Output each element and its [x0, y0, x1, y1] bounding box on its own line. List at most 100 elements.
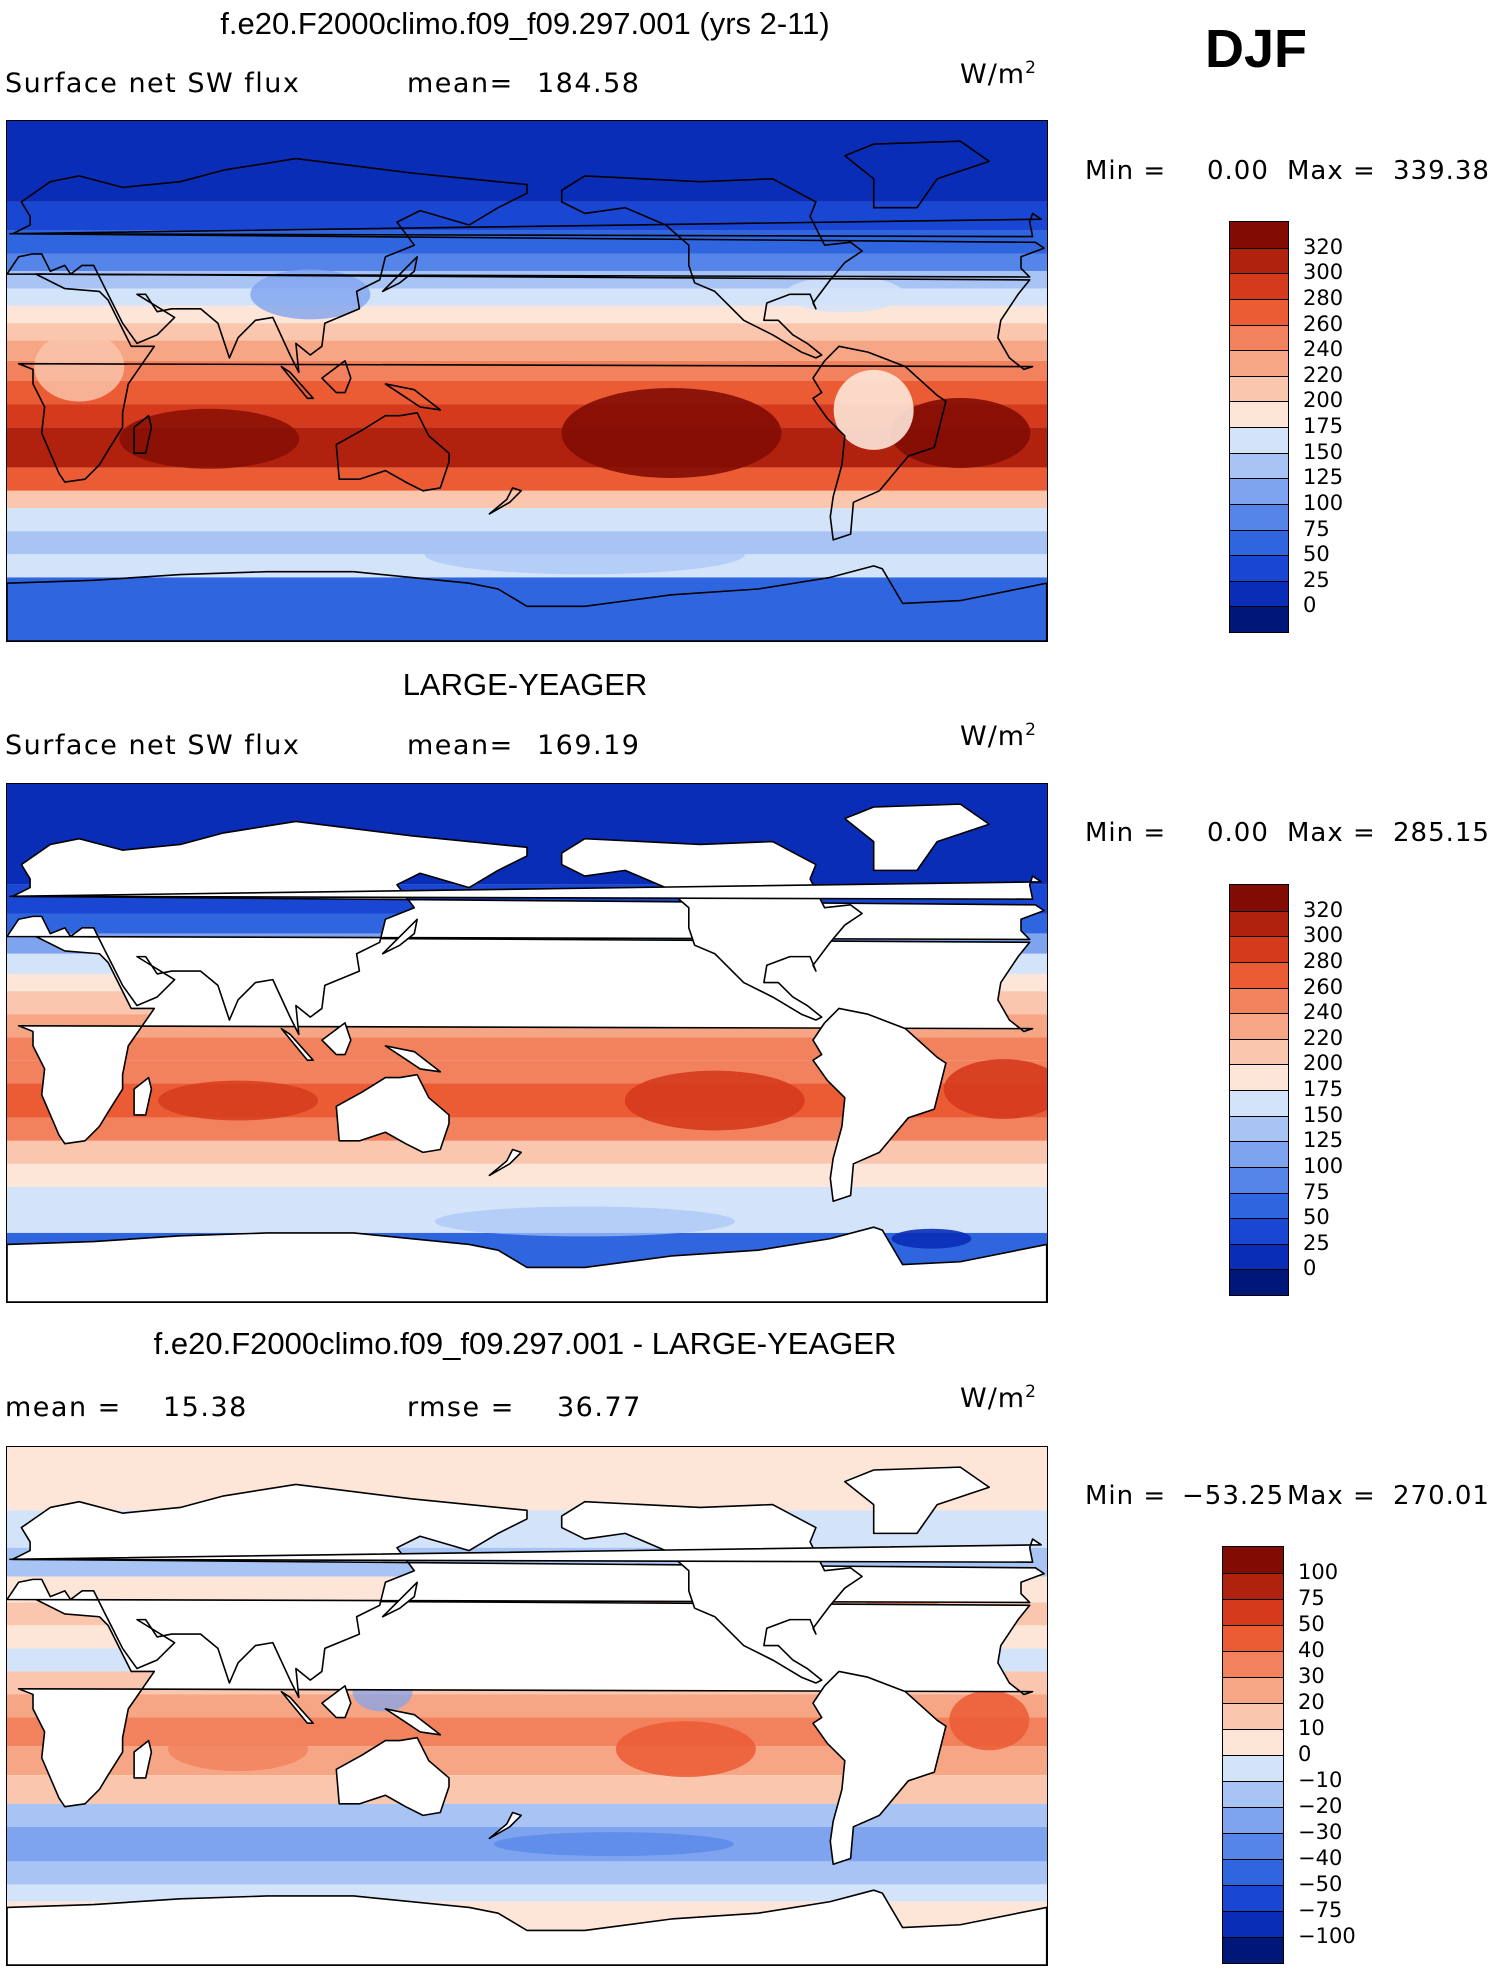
field-anomaly [949, 1690, 1030, 1751]
colorbar-swatch [1223, 1677, 1283, 1703]
colorbar-swatch [1223, 1781, 1283, 1807]
colorbar-swatch [1223, 1625, 1283, 1651]
colorbar-swatch [1230, 1013, 1288, 1039]
coastline-greenland [843, 803, 991, 872]
coastline-eurasia [7, 1483, 1045, 1699]
coastline-africa [17, 273, 1034, 483]
field-anomaly [784, 276, 905, 313]
coastline-nz [488, 1811, 523, 1840]
coastline-antarctica [7, 1226, 1047, 1302]
field-band [7, 577, 1047, 641]
panel2-map [6, 783, 1048, 1303]
colorbar-swatch [1230, 936, 1288, 962]
colorbar-swatch [1230, 503, 1288, 530]
field-anomaly [943, 1059, 1047, 1119]
coastline-greenland [843, 140, 991, 209]
colorbar-tick-label: 100 [1303, 490, 1344, 515]
colorbar-swatch [1230, 350, 1288, 376]
season-label: DJF [1205, 19, 1308, 79]
coastline-sumatra [280, 1027, 315, 1062]
coastline-eurasia [7, 157, 1045, 374]
coastline-nz [488, 1148, 523, 1177]
field-band [7, 253, 1047, 272]
colorbar-tick-label: 280 [1303, 285, 1344, 310]
field-band [7, 1163, 1047, 1187]
field-band [7, 1140, 1047, 1164]
colorbar-tick-label: −20 [1298, 1794, 1343, 1818]
colorbar-swatch [1230, 987, 1288, 1014]
panel2-max-value: 285.15 [1393, 818, 1490, 848]
field-band [7, 1861, 1047, 1885]
colorbar-tick-label: 240 [1303, 337, 1344, 362]
colorbar-tick-label: 175 [1303, 414, 1344, 438]
colorbar-swatch [1223, 1937, 1283, 1963]
field-band [7, 490, 1047, 509]
coastline-japan [381, 918, 419, 955]
coastline-borneo [321, 360, 352, 394]
field-band [7, 1060, 1047, 1084]
panel3-max-value: 270.01 [1393, 1481, 1490, 1511]
colorbar-tick-label: −75 [1298, 1898, 1343, 1922]
coastline-samerica [812, 1007, 947, 1203]
colorbar-swatch [1223, 1833, 1283, 1859]
colorbar-swatch [1230, 375, 1288, 402]
panel3-rmse-label: rmse = [407, 1392, 515, 1423]
colorbar-tick-label: 200 [1303, 1051, 1344, 1076]
panel2-mean-value: 169.19 [537, 730, 641, 761]
field-band [7, 508, 1047, 532]
panel3-title: f.e20.F2000climo.f09_f09.297.001 - LARGE… [153, 1326, 897, 1361]
colorbar-tick-label: 125 [1303, 1128, 1344, 1153]
colorbar-swatch [1223, 1599, 1283, 1625]
colorbar-tick-label: 25 [1303, 1230, 1330, 1255]
panel2-mean-label: mean= [407, 730, 514, 761]
colorbar-swatch [1230, 606, 1288, 632]
coastline-sumatra [280, 365, 315, 400]
colorbar-swatch [1230, 427, 1288, 453]
colorbar-tick-label: −100 [1298, 1924, 1356, 1948]
coastline-australia [335, 411, 450, 492]
colorbar-tick-label: 50 [1298, 1612, 1325, 1636]
colorbar-tick-label: 100 [1303, 1153, 1344, 1178]
colorbar-swatch [1223, 1807, 1283, 1833]
colorbar-swatch [1230, 222, 1288, 248]
field-anomaly [434, 1206, 735, 1237]
panel1-units: W/m2 [960, 58, 1037, 90]
panel1-map [6, 120, 1048, 642]
panel1-colorbar-labels: 320 300 280 260 240 220 200 175 150 125 100 75 50 25 0 [1303, 221, 1383, 631]
colorbar-swatch [1230, 910, 1288, 937]
panel2-colorbar [1229, 884, 1289, 1296]
field-anomaly [158, 1080, 319, 1121]
coastline-samerica [812, 1670, 947, 1866]
colorbar-tick-label: 320 [1303, 234, 1344, 259]
colorbar-tick-label: 320 [1303, 897, 1344, 922]
colorbar-swatch [1230, 324, 1288, 351]
colorbar-tick-label: 50 [1303, 1205, 1330, 1230]
colorbar-swatch [1230, 1218, 1288, 1244]
panel3-mean-label: mean = [5, 1392, 122, 1423]
colorbar-tick-label: 75 [1303, 1179, 1330, 1204]
coastline-newguinea [384, 1045, 442, 1073]
colorbar-swatch [1230, 247, 1288, 274]
colorbar-tick-label: 280 [1303, 948, 1344, 973]
colorbar-tick-label: 50 [1303, 542, 1330, 567]
field-band [7, 1186, 1047, 1210]
field-band [7, 1803, 1047, 1827]
coastline-nz [488, 487, 523, 515]
colorbar-swatch [1230, 1192, 1288, 1219]
field-anomaly [624, 1070, 805, 1131]
colorbar-swatch [1223, 1651, 1283, 1677]
colorbar-swatch [1223, 1859, 1283, 1885]
map-canvas [7, 784, 1047, 1302]
colorbar-tick-label: 25 [1303, 567, 1330, 592]
panel3-mean-value: 15.38 [163, 1392, 248, 1423]
colorbar-tick-label: 75 [1303, 516, 1330, 541]
field-anomaly [34, 331, 125, 402]
colorbar-tick-label: 75 [1298, 1586, 1325, 1610]
colorbar-tick-label: 260 [1303, 311, 1344, 336]
field-anomaly [493, 1832, 734, 1857]
colorbar-swatch [1230, 885, 1288, 911]
colorbar-tick-label: 260 [1303, 974, 1344, 999]
field-anomaly [891, 1228, 972, 1249]
colorbar-tick-label: 220 [1303, 1025, 1344, 1050]
colorbar-tick-label: 0 [1298, 1742, 1312, 1766]
